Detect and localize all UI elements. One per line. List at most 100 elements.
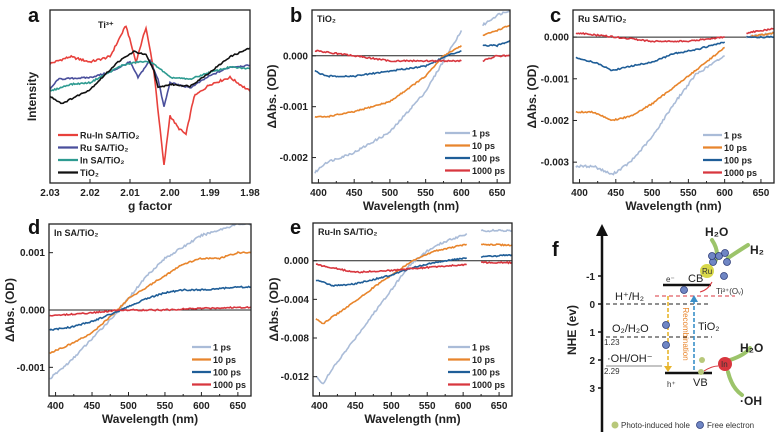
x-axis-label: Wavelength (nm) <box>625 199 721 213</box>
y-tick-label: 0.000 <box>283 51 308 62</box>
panel-d: 1 ps 10 ps 100 ps 1000 ps 400 450 500 550 600 650… <box>3 217 252 426</box>
arrow-head-icon <box>664 366 672 372</box>
series-line-1000-ps <box>482 54 510 63</box>
x-tick-label: 650 <box>489 188 506 199</box>
legend-label: In SA/TiO₂ <box>80 156 124 166</box>
series-line-10-ps <box>480 243 512 247</box>
y-tick-label: -0.008 <box>281 334 310 345</box>
x-tick-label: 2.02 <box>80 188 100 199</box>
x-axis-label: g factor <box>128 199 172 213</box>
plot-frame <box>49 9 251 184</box>
y-tick-label: -0.012 <box>281 372 310 383</box>
series-line-100-ps <box>49 285 251 331</box>
series-line-1000-ps <box>49 305 251 317</box>
series-line-100-ps <box>575 41 726 72</box>
series-line-tio- <box>50 47 250 105</box>
legend-label: 10 ps <box>213 355 236 365</box>
series-line-1-ps <box>314 30 463 174</box>
series-line-100-ps <box>315 257 468 288</box>
x-axis-label: Wavelength (nm) <box>363 199 459 213</box>
panel-label: a <box>28 5 40 27</box>
x-tick-label: 650 <box>753 188 770 199</box>
series-line-100-ps <box>480 253 512 259</box>
axis-tick-label: 1 <box>589 328 595 339</box>
series-line-100-ps <box>482 39 510 48</box>
legend-electron-label: Free electron <box>707 421 754 430</box>
series-line-ru-in-sa-tio- <box>50 25 250 166</box>
free-electron-icon <box>662 321 670 329</box>
x-axis-label: Wavelength (nm) <box>102 412 198 426</box>
axis-tick-label: 3 <box>589 384 595 395</box>
x-tick-label: 550 <box>417 188 434 199</box>
legend-label: 1000 ps <box>724 168 757 178</box>
series-line-10-ps <box>314 45 462 118</box>
series-line-1000-ps <box>746 27 774 35</box>
free-electron-icon <box>723 258 731 266</box>
y-tick-label: -0.002 <box>541 116 570 127</box>
legend-label: TiO₂ <box>80 168 99 178</box>
water-arrow-bottom <box>728 346 752 362</box>
y-tick-label: -0.003 <box>541 158 570 169</box>
series-line-1-ps <box>49 224 251 380</box>
panel-a: Ru-In SA/TiO₂ Ru SA/TiO₂ In SA/TiO₂ TiO₂ 2.0… <box>25 5 260 213</box>
photo-hole-icon <box>698 369 704 375</box>
legend-label: 1 ps <box>724 131 742 141</box>
axis-tick-label: 2 <box>589 356 595 367</box>
legend-label: 1 ps <box>472 129 490 139</box>
x-tick-label: 550 <box>419 401 436 412</box>
o2-level-label: O₂/H₂O <box>612 323 649 335</box>
x-tick-label: 550 <box>680 188 697 199</box>
y-tick-label: -0.002 <box>280 153 309 164</box>
free-electron-icon <box>680 286 688 294</box>
x-tick-label: 2.01 <box>120 188 140 199</box>
oh-level-label: ·OH/OH⁻ <box>607 353 653 365</box>
panel-b: 1 ps 10 ps 100 ps 1000 ps 400 450 500 550 600 650… <box>265 5 511 213</box>
x-tick-label: 650 <box>491 401 508 412</box>
x-tick-label: 600 <box>193 401 210 412</box>
photo-hole-icon <box>699 357 705 363</box>
panel-label: d <box>28 217 40 239</box>
recombination-label: Recombination <box>681 307 690 360</box>
hole-transfer-arrow <box>703 365 719 372</box>
legend-label: 100 ps <box>472 368 500 378</box>
series-line-1-ps <box>575 55 725 176</box>
panel-e: 1 ps 10 ps 100 ps 1000 ps 400 450 500 550 600 650… <box>267 217 513 426</box>
y-tick-label: -0.001 <box>541 74 570 85</box>
panel-label: c <box>550 5 561 27</box>
x-tick-label: 2.00 <box>160 188 180 199</box>
free-electron-icon <box>696 421 704 429</box>
x-tick-label: 450 <box>607 188 624 199</box>
x-tick-label: 650 <box>230 401 247 412</box>
y-tick-label: -0.001 <box>17 363 46 374</box>
sample-label: Ru-In SA/TiO₂ <box>318 227 377 237</box>
electron-label: e⁻ <box>666 275 675 284</box>
legend-label: 1 ps <box>213 343 231 353</box>
legend-label: 1000 ps <box>472 380 505 390</box>
hole-label: h⁺ <box>667 380 676 389</box>
sample-label: TiO₂ <box>317 14 336 24</box>
y-axis-label: ΔAbs. (OD) <box>267 278 281 342</box>
sample-label: In SA/TiO₂ <box>54 228 98 238</box>
series-line-10-ps <box>49 251 251 355</box>
legend-label: Ru SA/TiO₂ <box>80 143 128 153</box>
h-level-label: H⁺/H₂ <box>615 291 644 303</box>
x-tick-label: 500 <box>120 401 137 412</box>
panel-label: f <box>552 239 559 261</box>
axis-tick-label: 0 <box>589 300 595 311</box>
o2-value: 1.23 <box>604 338 620 347</box>
x-tick-label: 400 <box>571 188 588 199</box>
series-line-1000-ps <box>575 31 725 43</box>
water-label-top: H₂O <box>705 225 728 239</box>
axis-arrow-icon <box>596 224 608 236</box>
tio2-label: TiO₂ <box>698 321 720 333</box>
series-line-1-ps <box>315 233 468 385</box>
x-tick-label: 400 <box>310 188 327 199</box>
free-electron-icon <box>721 249 729 257</box>
panel-c: 1 ps 10 ps 100 ps 1000 ps 400 450 500 550 600 650… <box>525 5 775 213</box>
axis-tick-label: -1 <box>586 272 595 283</box>
oh-value: 2.29 <box>604 367 620 376</box>
plot-frame <box>312 222 513 397</box>
x-axis-label: Wavelength (nm) <box>364 412 460 426</box>
in-atom-icon <box>718 357 732 371</box>
series-line-1-ps <box>480 228 512 233</box>
